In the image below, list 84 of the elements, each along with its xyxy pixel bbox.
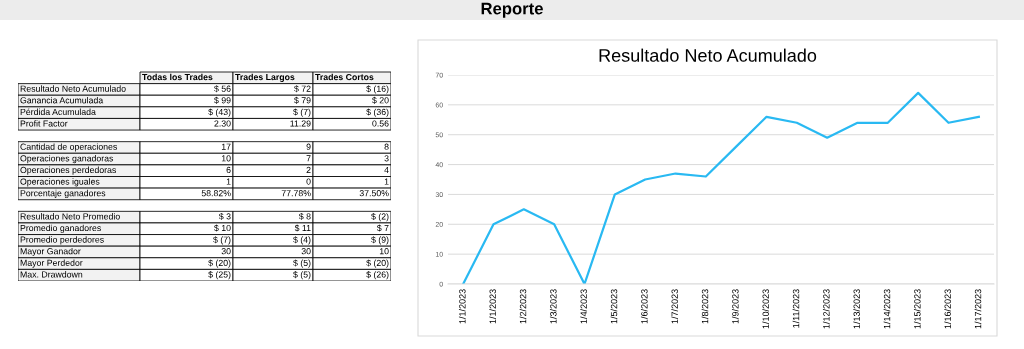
data-label: 0.56 bbox=[372, 120, 389, 127]
x-tick-label: 1/15/2023 bbox=[913, 289, 921, 329]
data-label: 1 bbox=[384, 178, 389, 185]
x-tick-label: 1/4/2023 bbox=[580, 289, 587, 324]
x-tick-label: 1/9/2023 bbox=[731, 289, 739, 324]
data-label: $ (16) bbox=[366, 85, 389, 94]
category-label: Profit Factor bbox=[20, 120, 68, 127]
data-label: $ 11 bbox=[294, 224, 311, 232]
series-label: Todas los Trades bbox=[142, 73, 213, 81]
data-label: 2.30 bbox=[214, 120, 231, 127]
data-label: 11.29 bbox=[290, 120, 311, 127]
data-label: $ (2) bbox=[371, 212, 389, 222]
data-label: $ (5) bbox=[293, 271, 311, 280]
category-label: Mayor Ganador bbox=[20, 247, 81, 257]
data-label: $ (20) bbox=[366, 259, 389, 268]
data-label: $ 7 bbox=[376, 224, 389, 232]
x-tick-label: 1/3/2023 bbox=[549, 289, 557, 324]
data-label: 10 bbox=[221, 155, 231, 162]
data-label: 1 bbox=[226, 178, 231, 185]
data-label: 77.78% bbox=[281, 190, 311, 197]
category-label: Promedio ganadores bbox=[20, 224, 101, 233]
x-tick-label: 1/14/2023 bbox=[883, 289, 891, 329]
data-label: $ (9) bbox=[371, 236, 389, 245]
x-tick-label: 1/12/2023 bbox=[822, 289, 830, 329]
x-tick-label: 1/5/2023 bbox=[610, 289, 618, 324]
category-label: Ganancia Acumulada bbox=[20, 96, 104, 104]
category-label: Promedio perdedores bbox=[20, 236, 104, 245]
data-label: 37.50% bbox=[359, 190, 389, 197]
category-label: Operaciones ganadoras bbox=[20, 155, 114, 164]
data-label: $ 8 bbox=[298, 212, 311, 221]
x-tick-label: 1/10/2023 bbox=[762, 289, 769, 329]
data-label: 3 bbox=[384, 155, 389, 162]
category-label: Resultado Neto Promedio bbox=[20, 213, 120, 220]
data-label: $ (7) bbox=[213, 236, 231, 245]
x-tick-label: 1/1/2023 bbox=[489, 289, 496, 324]
data-label: 58.82% bbox=[201, 190, 231, 197]
chart-title: Resultado Neto Acumulado bbox=[599, 48, 817, 62]
x-tick-label: 1/7/2023 bbox=[671, 289, 678, 324]
data-label: $ 99 bbox=[214, 96, 231, 104]
text: Reporte bbox=[481, 2, 543, 18]
category-label: Resultado Neto Acumulado bbox=[20, 85, 126, 92]
data-label: 30 bbox=[301, 248, 311, 255]
data-label: 6 bbox=[226, 166, 231, 174]
category-label: Porcentaje ganadores bbox=[20, 189, 106, 198]
category-label: Mayor Perdedor bbox=[20, 259, 83, 268]
data-label: 4 bbox=[384, 166, 389, 173]
data-label: $ (26) bbox=[366, 271, 389, 280]
data-label: $ 56 bbox=[214, 85, 231, 93]
x-tick-label: 1/17/2023 bbox=[974, 289, 982, 329]
x-tick-label: 1/6/2023 bbox=[640, 289, 648, 324]
x-tick-label: 1/1/2023 bbox=[458, 289, 466, 324]
data-label: $ 3 bbox=[218, 212, 231, 221]
x-tick-label: 1/2/2023 bbox=[519, 289, 527, 324]
data-label: 9 bbox=[306, 143, 311, 150]
data-label: $ (43) bbox=[208, 108, 231, 117]
data-label: $ (36) bbox=[366, 108, 389, 117]
category-label: Operaciones iguales bbox=[20, 178, 100, 187]
data-label: $ (7) bbox=[293, 108, 311, 117]
data-label: $ 10 bbox=[214, 224, 231, 232]
series-label: Trades Largos bbox=[235, 73, 295, 82]
x-tick-label: 1/13/2023 bbox=[853, 289, 860, 329]
x-tick-label: 1/8/2023 bbox=[701, 289, 709, 324]
data-label: 0 bbox=[306, 178, 311, 185]
data-label: $ 20 bbox=[372, 96, 389, 104]
data-label: 30 bbox=[221, 248, 231, 255]
line-series bbox=[462, 91, 980, 284]
category-label: Operaciones perdedoras bbox=[20, 166, 116, 175]
data-label: $ 79 bbox=[294, 96, 311, 104]
x-tick-label: 1/16/2023 bbox=[944, 289, 951, 329]
data-label: 7 bbox=[306, 155, 311, 162]
data-label: $ 72 bbox=[294, 85, 311, 93]
data-label: 8 bbox=[384, 143, 389, 150]
data-label: 10 bbox=[379, 248, 389, 255]
series-label: Trades Cortos bbox=[315, 73, 374, 81]
data-label: $ (4) bbox=[293, 236, 311, 245]
data-label: 2 bbox=[306, 166, 311, 173]
category-label: Pérdida Acumulada bbox=[20, 108, 96, 115]
data-label: $ (20) bbox=[208, 259, 231, 268]
data-label: $ (5) bbox=[293, 259, 311, 268]
data-label: 17 bbox=[221, 143, 231, 150]
category-label: Max. Drawdown bbox=[20, 271, 83, 278]
x-tick-label: 1/11/2023 bbox=[792, 289, 800, 328]
category-label: Cantidad de operaciones bbox=[20, 143, 117, 152]
data-label: $ (25) bbox=[208, 271, 231, 280]
